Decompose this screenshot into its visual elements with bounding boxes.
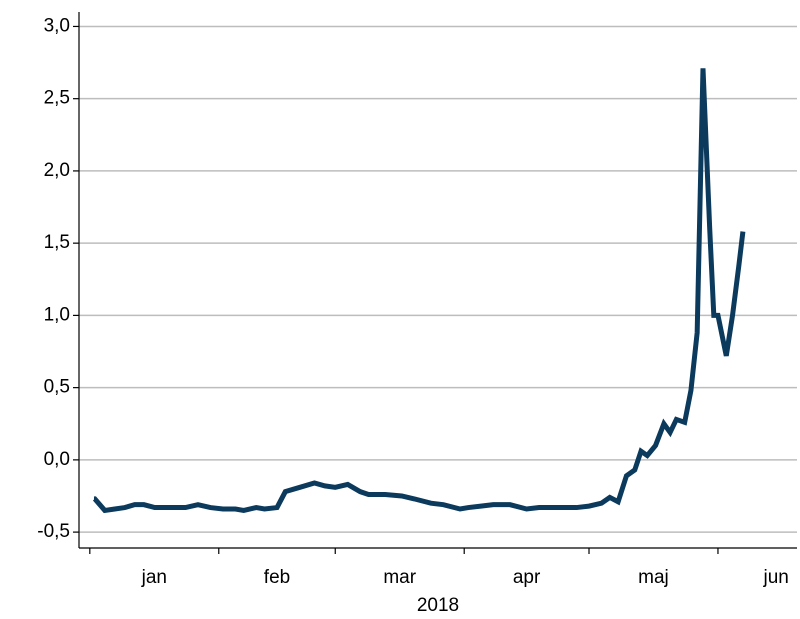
y-tick-label: 2,5 (44, 88, 70, 109)
x-tick-label: jan (141, 567, 167, 588)
x-tick-label: feb (264, 567, 290, 588)
y-tick-label: 0,5 (44, 377, 70, 398)
y-tick-label: -0,5 (37, 521, 70, 542)
x-tick-label: maj (638, 567, 669, 588)
data-line (92, 68, 746, 514)
x-axis-label: 2018 (417, 595, 459, 616)
y-tick-label: 3,0 (44, 15, 70, 36)
y-tick-label: 2,0 (44, 160, 70, 181)
y-tick-label: 0,0 (44, 449, 70, 470)
x-tick-label: jun (763, 567, 789, 588)
x-tick-label: mar (383, 567, 416, 588)
y-tick-label: 1,0 (44, 304, 70, 325)
y-tick-label: 1,5 (44, 232, 70, 253)
x-tick-label: apr (513, 567, 541, 588)
